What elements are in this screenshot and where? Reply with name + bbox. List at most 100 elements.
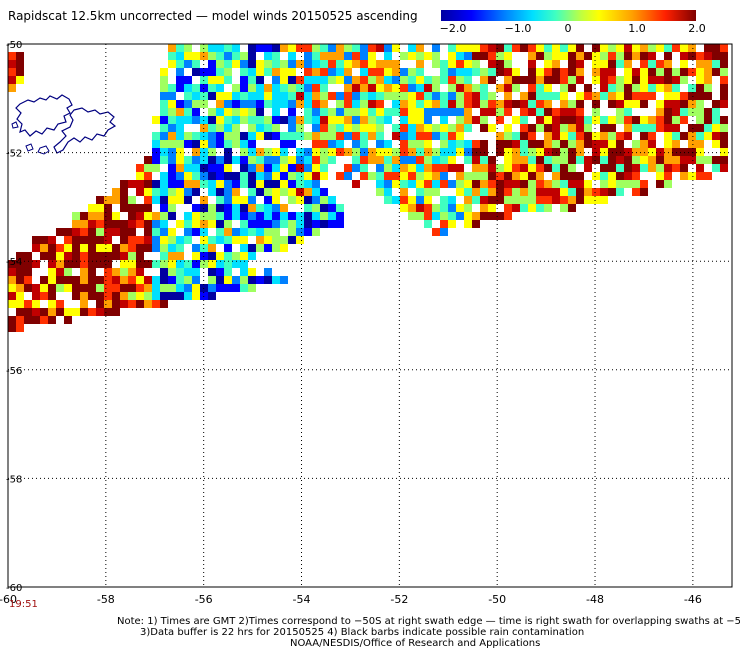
wind-cell	[592, 172, 600, 180]
wind-cell	[32, 244, 40, 252]
wind-cell	[504, 76, 512, 84]
wind-cell	[464, 92, 472, 100]
wind-cell	[528, 84, 536, 92]
wind-cell	[232, 284, 240, 292]
wind-cell	[136, 292, 144, 300]
wind-cell	[656, 172, 664, 180]
wind-cell	[688, 52, 696, 60]
wind-cell	[16, 52, 24, 60]
wind-cell	[304, 180, 312, 188]
wind-cell	[416, 108, 424, 116]
wind-cell	[360, 148, 368, 156]
wind-cell	[400, 100, 408, 108]
wind-cell	[296, 236, 304, 244]
wind-cell	[96, 212, 104, 220]
wind-cell	[216, 284, 224, 292]
wind-cell	[520, 204, 528, 212]
wind-cell	[296, 100, 304, 108]
wind-cell	[144, 300, 152, 308]
wind-cell	[408, 44, 416, 52]
wind-cell	[560, 188, 568, 196]
latitude-label: -60	[6, 583, 22, 594]
wind-cell	[192, 220, 200, 228]
wind-cell	[296, 132, 304, 140]
wind-cell	[376, 108, 384, 116]
wind-cell	[544, 116, 552, 124]
wind-cell	[544, 100, 552, 108]
wind-cell	[40, 316, 48, 324]
wind-cell	[456, 180, 464, 188]
wind-cell	[536, 196, 544, 204]
note-line: 3)Data buffer is 22 hrs for 20150525 4) …	[140, 627, 585, 638]
wind-cell	[360, 140, 368, 148]
wind-cell	[472, 92, 480, 100]
wind-cell	[232, 92, 240, 100]
wind-cell	[368, 76, 376, 84]
colorbar-tick: −1.0	[504, 22, 532, 35]
wind-cell	[632, 164, 640, 172]
wind-cell	[168, 52, 176, 60]
wind-cell	[560, 76, 568, 84]
wind-cell	[120, 196, 128, 204]
wind-cell	[352, 52, 360, 60]
wind-cell	[624, 84, 632, 92]
wind-cell	[608, 68, 616, 76]
wind-cell	[208, 92, 216, 100]
wind-cell	[648, 44, 656, 52]
wind-cell	[520, 44, 528, 52]
wind-cell	[528, 164, 536, 172]
wind-cell	[168, 260, 176, 268]
wind-cell	[264, 92, 272, 100]
wind-cell	[464, 188, 472, 196]
wind-cell	[144, 180, 152, 188]
wind-cell	[160, 100, 168, 108]
wind-cell	[104, 220, 112, 228]
wind-cell	[424, 212, 432, 220]
wind-cell	[88, 260, 96, 268]
wind-cell	[512, 180, 520, 188]
wind-cell	[104, 212, 112, 220]
wind-cell	[384, 188, 392, 196]
wind-cell	[536, 180, 544, 188]
wind-cell	[320, 188, 328, 196]
wind-cell	[184, 84, 192, 92]
wind-cell	[448, 180, 456, 188]
wind-cell	[408, 164, 416, 172]
wind-cell	[600, 116, 608, 124]
wind-cell	[560, 196, 568, 204]
wind-cell	[656, 124, 664, 132]
wind-cell	[216, 84, 224, 92]
wind-cell	[112, 244, 120, 252]
wind-cell	[328, 108, 336, 116]
wind-cell	[416, 116, 424, 124]
wind-cell	[336, 108, 344, 116]
wind-cell	[496, 116, 504, 124]
wind-cell	[496, 148, 504, 156]
wind-cell	[304, 196, 312, 204]
wind-cell	[648, 84, 656, 92]
wind-cell	[72, 236, 80, 244]
wind-cell	[192, 132, 200, 140]
wind-cell	[432, 124, 440, 132]
wind-cell	[368, 156, 376, 164]
wind-cell	[168, 244, 176, 252]
wind-cell	[312, 196, 320, 204]
wind-cell	[456, 76, 464, 84]
wind-cell	[264, 196, 272, 204]
wind-cell	[608, 116, 616, 124]
wind-cell	[80, 300, 88, 308]
wind-cell	[704, 92, 712, 100]
wind-cell	[480, 196, 488, 204]
wind-cell	[448, 140, 456, 148]
wind-cell	[384, 60, 392, 68]
wind-cell	[544, 180, 552, 188]
wind-cell	[264, 220, 272, 228]
wind-cell	[552, 92, 560, 100]
wind-cell	[232, 252, 240, 260]
wind-cell	[480, 44, 488, 52]
wind-cell	[456, 188, 464, 196]
wind-cell	[384, 172, 392, 180]
wind-cell	[504, 172, 512, 180]
wind-cell	[328, 140, 336, 148]
wind-cell	[360, 132, 368, 140]
